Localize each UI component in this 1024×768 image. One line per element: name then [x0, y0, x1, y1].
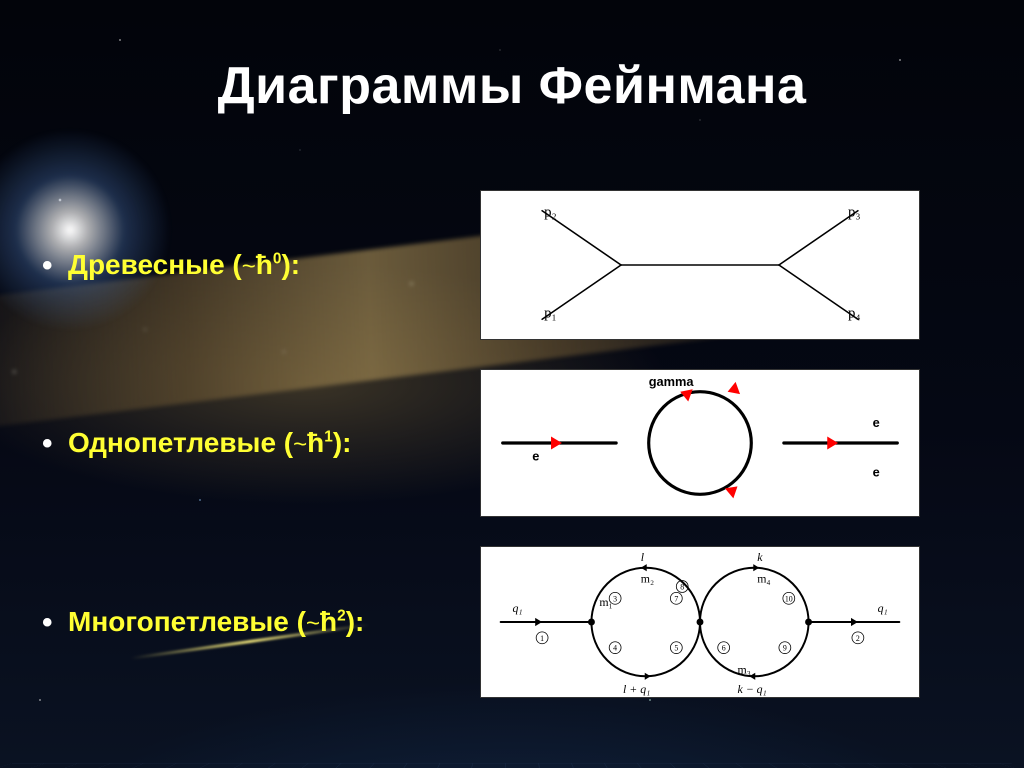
- diagram-panel-tree: p₁ p₂ p₃ p₄: [480, 190, 920, 340]
- label-tree: Древесные (~ħ0):: [40, 248, 480, 282]
- svg-text:m₄: m₄: [757, 572, 770, 586]
- label-oneloop-exp: 1: [324, 429, 333, 446]
- slide-title: Диаграммы Фейнмана: [0, 0, 1024, 116]
- svg-text:1: 1: [540, 634, 544, 643]
- svg-text:gamma: gamma: [649, 374, 695, 389]
- svg-text:8: 8: [680, 582, 684, 591]
- svg-text:k − q₁: k − q₁: [738, 682, 767, 696]
- label-col-tree: Древесные (~ħ0):: [0, 248, 480, 282]
- svg-text:p₂: p₂: [544, 205, 557, 221]
- svg-text:p₄: p₄: [848, 305, 861, 321]
- label-oneloop-tilde: ~: [293, 431, 307, 458]
- svg-text:p₁: p₁: [544, 305, 557, 321]
- oneloop-diagram-svg: gamma e e e: [481, 370, 919, 516]
- label-twoloop: Многопетлевые (~ħ2):: [40, 605, 480, 639]
- svg-text:3: 3: [613, 594, 617, 603]
- svg-text:e: e: [873, 415, 880, 430]
- svg-text:m₃: m₃: [738, 662, 751, 676]
- diagram-col-tree: p₁ p₂ p₃ p₄: [480, 190, 940, 340]
- svg-text:l + q₁: l + q₁: [623, 682, 650, 696]
- svg-text:l: l: [641, 550, 645, 564]
- diagram-panel-oneloop: gamma e e e: [480, 369, 920, 517]
- svg-text:p₃: p₃: [848, 205, 861, 221]
- row-tree: Древесные (~ħ0): p₁ p₂ p₃ p₄: [0, 190, 1024, 340]
- svg-text:q₁: q₁: [513, 601, 523, 615]
- label-oneloop-prefix: Однопетлевые (: [68, 427, 293, 458]
- svg-text:2: 2: [856, 634, 860, 643]
- label-twoloop-exp: 2: [337, 608, 346, 625]
- svg-text:m₂: m₂: [641, 572, 654, 586]
- svg-text:e: e: [873, 465, 880, 480]
- label-twoloop-suffix: ):: [346, 606, 365, 637]
- svg-text:k: k: [757, 550, 763, 564]
- svg-text:10: 10: [785, 594, 793, 603]
- label-col-oneloop: Однопетлевые (~ħ1):: [0, 426, 480, 460]
- twoloop-diagram-svg: m₁m₂m₃m₄lkl + q₁k − q₁q₁q₁12345678910: [481, 547, 919, 697]
- label-tree-suffix: ):: [281, 249, 300, 280]
- row-oneloop: Однопетлевые (~ħ1): gamma e e e: [0, 368, 1024, 518]
- slide-content: Диаграммы Фейнмана Древесные (~ħ0): p₁ p₂…: [0, 0, 1024, 768]
- label-tree-prefix: Древесные (: [68, 249, 242, 280]
- diagram-col-oneloop: gamma e e e: [480, 369, 940, 517]
- rows-container: Древесные (~ħ0): p₁ p₂ p₃ p₄ Однопетлевые (…: [0, 190, 1024, 726]
- diagram-col-twoloop: m₁m₂m₃m₄lkl + q₁k − q₁q₁q₁12345678910: [480, 546, 940, 698]
- label-twoloop-hbar: ħ: [320, 606, 337, 637]
- svg-text:7: 7: [674, 594, 678, 603]
- svg-text:5: 5: [674, 644, 678, 653]
- diagram-panel-twoloop: m₁m₂m₃m₄lkl + q₁k − q₁q₁q₁12345678910: [480, 546, 920, 698]
- label-oneloop-suffix: ):: [333, 427, 352, 458]
- svg-text:e: e: [532, 449, 539, 464]
- label-oneloop: Однопетлевые (~ħ1):: [40, 426, 480, 460]
- row-twoloop: Многопетлевые (~ħ2): m₁m₂m₃m₄lkl + q₁k −…: [0, 546, 1024, 698]
- svg-text:9: 9: [783, 644, 787, 653]
- svg-text:4: 4: [613, 644, 617, 653]
- svg-text:q₁: q₁: [878, 601, 888, 615]
- label-twoloop-tilde: ~: [306, 610, 320, 637]
- label-twoloop-prefix: Многопетлевые (: [68, 606, 306, 637]
- svg-text:6: 6: [722, 644, 726, 653]
- label-oneloop-hbar: ħ: [307, 427, 324, 458]
- tree-diagram-svg: p₁ p₂ p₃ p₄: [481, 191, 919, 339]
- label-tree-hbar: ħ: [256, 249, 273, 280]
- label-tree-tilde: ~: [242, 253, 256, 280]
- label-col-twoloop: Многопетлевые (~ħ2):: [0, 605, 480, 639]
